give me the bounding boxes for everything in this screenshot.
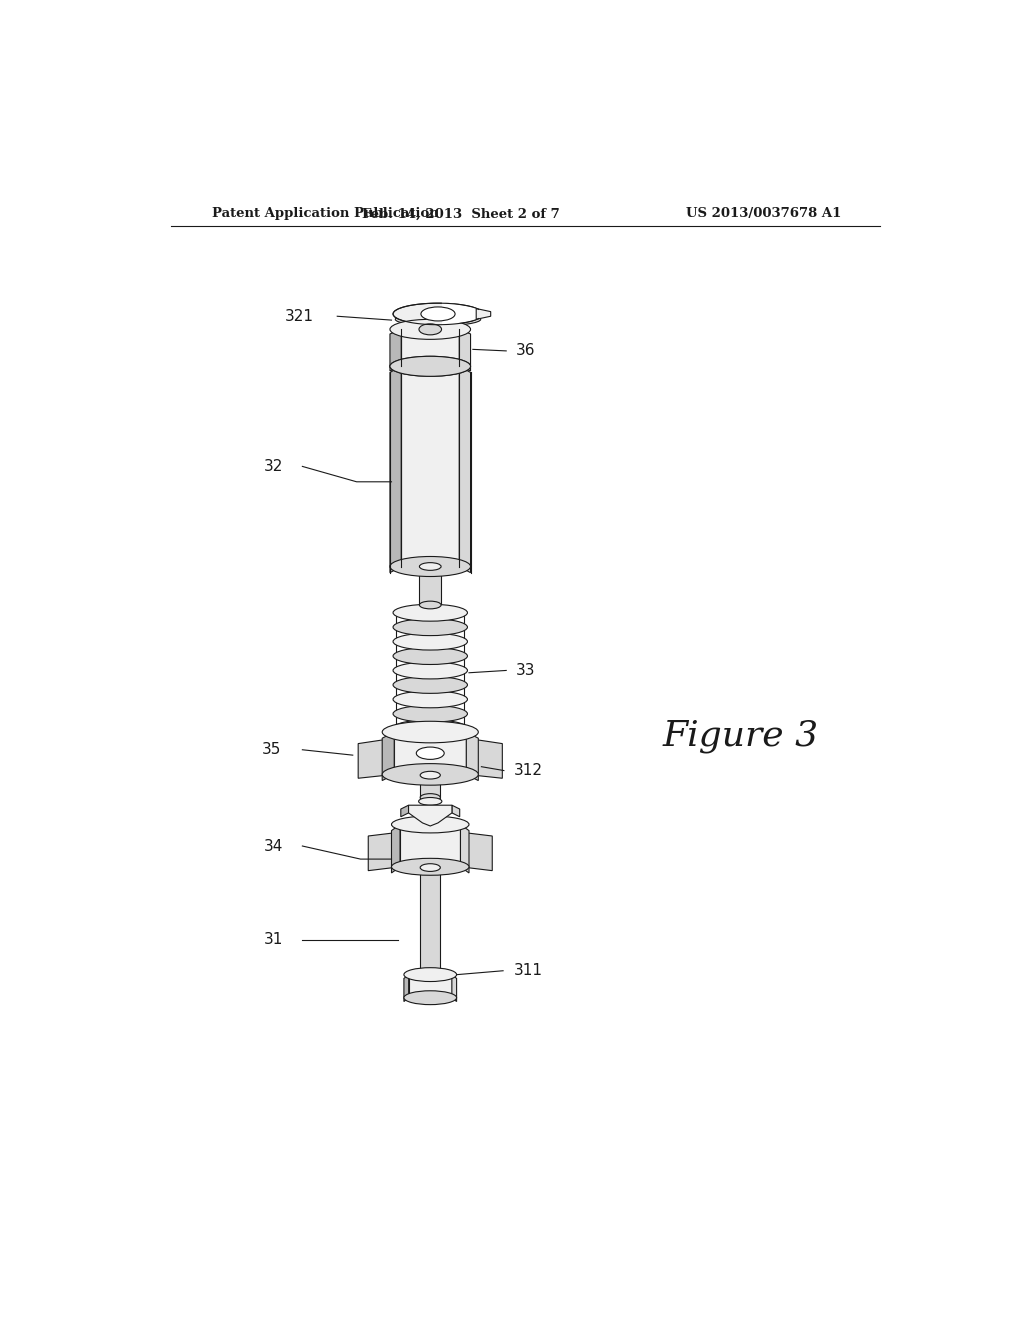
- Ellipse shape: [393, 648, 467, 664]
- Ellipse shape: [395, 313, 480, 326]
- Ellipse shape: [419, 797, 442, 805]
- Ellipse shape: [417, 747, 444, 759]
- Text: 33: 33: [515, 663, 535, 678]
- Polygon shape: [382, 733, 394, 780]
- Polygon shape: [400, 805, 409, 817]
- Ellipse shape: [420, 771, 440, 779]
- Ellipse shape: [390, 557, 471, 577]
- Text: US 2013/0037678 A1: US 2013/0037678 A1: [686, 207, 841, 220]
- Polygon shape: [401, 367, 460, 566]
- Ellipse shape: [393, 304, 483, 325]
- Text: 35: 35: [262, 742, 282, 758]
- Polygon shape: [369, 832, 400, 871]
- Polygon shape: [390, 367, 401, 573]
- Bar: [420, 775, 440, 797]
- Ellipse shape: [393, 605, 467, 622]
- Polygon shape: [466, 738, 503, 779]
- Bar: [420, 566, 441, 605]
- Polygon shape: [460, 330, 471, 371]
- Ellipse shape: [420, 793, 440, 801]
- Text: 32: 32: [263, 459, 283, 474]
- Text: 34: 34: [263, 838, 283, 854]
- Ellipse shape: [393, 663, 467, 678]
- Ellipse shape: [420, 562, 441, 570]
- Ellipse shape: [391, 858, 469, 875]
- Polygon shape: [476, 309, 490, 319]
- Text: 312: 312: [514, 763, 543, 777]
- Polygon shape: [409, 805, 452, 826]
- Polygon shape: [409, 974, 452, 998]
- Polygon shape: [442, 302, 486, 326]
- Ellipse shape: [420, 601, 441, 609]
- Ellipse shape: [419, 323, 441, 335]
- Text: Patent Application Publication: Patent Application Publication: [212, 207, 438, 220]
- Ellipse shape: [393, 705, 467, 722]
- Polygon shape: [466, 733, 478, 780]
- Ellipse shape: [390, 356, 471, 376]
- Bar: [420, 867, 440, 974]
- Ellipse shape: [391, 816, 469, 833]
- Text: 36: 36: [515, 343, 535, 359]
- Polygon shape: [461, 832, 493, 871]
- Polygon shape: [452, 974, 457, 1002]
- Polygon shape: [391, 825, 400, 873]
- Ellipse shape: [393, 690, 467, 708]
- Ellipse shape: [421, 308, 455, 321]
- Ellipse shape: [393, 634, 467, 649]
- Text: 311: 311: [514, 964, 543, 978]
- Polygon shape: [394, 733, 466, 775]
- Ellipse shape: [403, 991, 457, 1005]
- Ellipse shape: [393, 619, 467, 636]
- Polygon shape: [390, 330, 401, 371]
- Ellipse shape: [382, 763, 478, 785]
- Ellipse shape: [393, 676, 467, 693]
- Polygon shape: [401, 330, 460, 367]
- Ellipse shape: [393, 719, 467, 737]
- Polygon shape: [452, 805, 460, 817]
- Polygon shape: [358, 738, 394, 779]
- Polygon shape: [400, 825, 461, 867]
- Polygon shape: [403, 974, 409, 1002]
- Text: 321: 321: [285, 309, 314, 323]
- Text: Feb. 14, 2013  Sheet 2 of 7: Feb. 14, 2013 Sheet 2 of 7: [362, 207, 560, 220]
- Ellipse shape: [390, 356, 471, 376]
- Ellipse shape: [390, 319, 471, 339]
- Polygon shape: [461, 825, 469, 873]
- Text: Figure 3: Figure 3: [663, 719, 818, 752]
- Ellipse shape: [382, 721, 478, 743]
- Text: 31: 31: [263, 932, 283, 948]
- Ellipse shape: [420, 863, 440, 871]
- Polygon shape: [460, 367, 471, 573]
- Ellipse shape: [403, 968, 457, 982]
